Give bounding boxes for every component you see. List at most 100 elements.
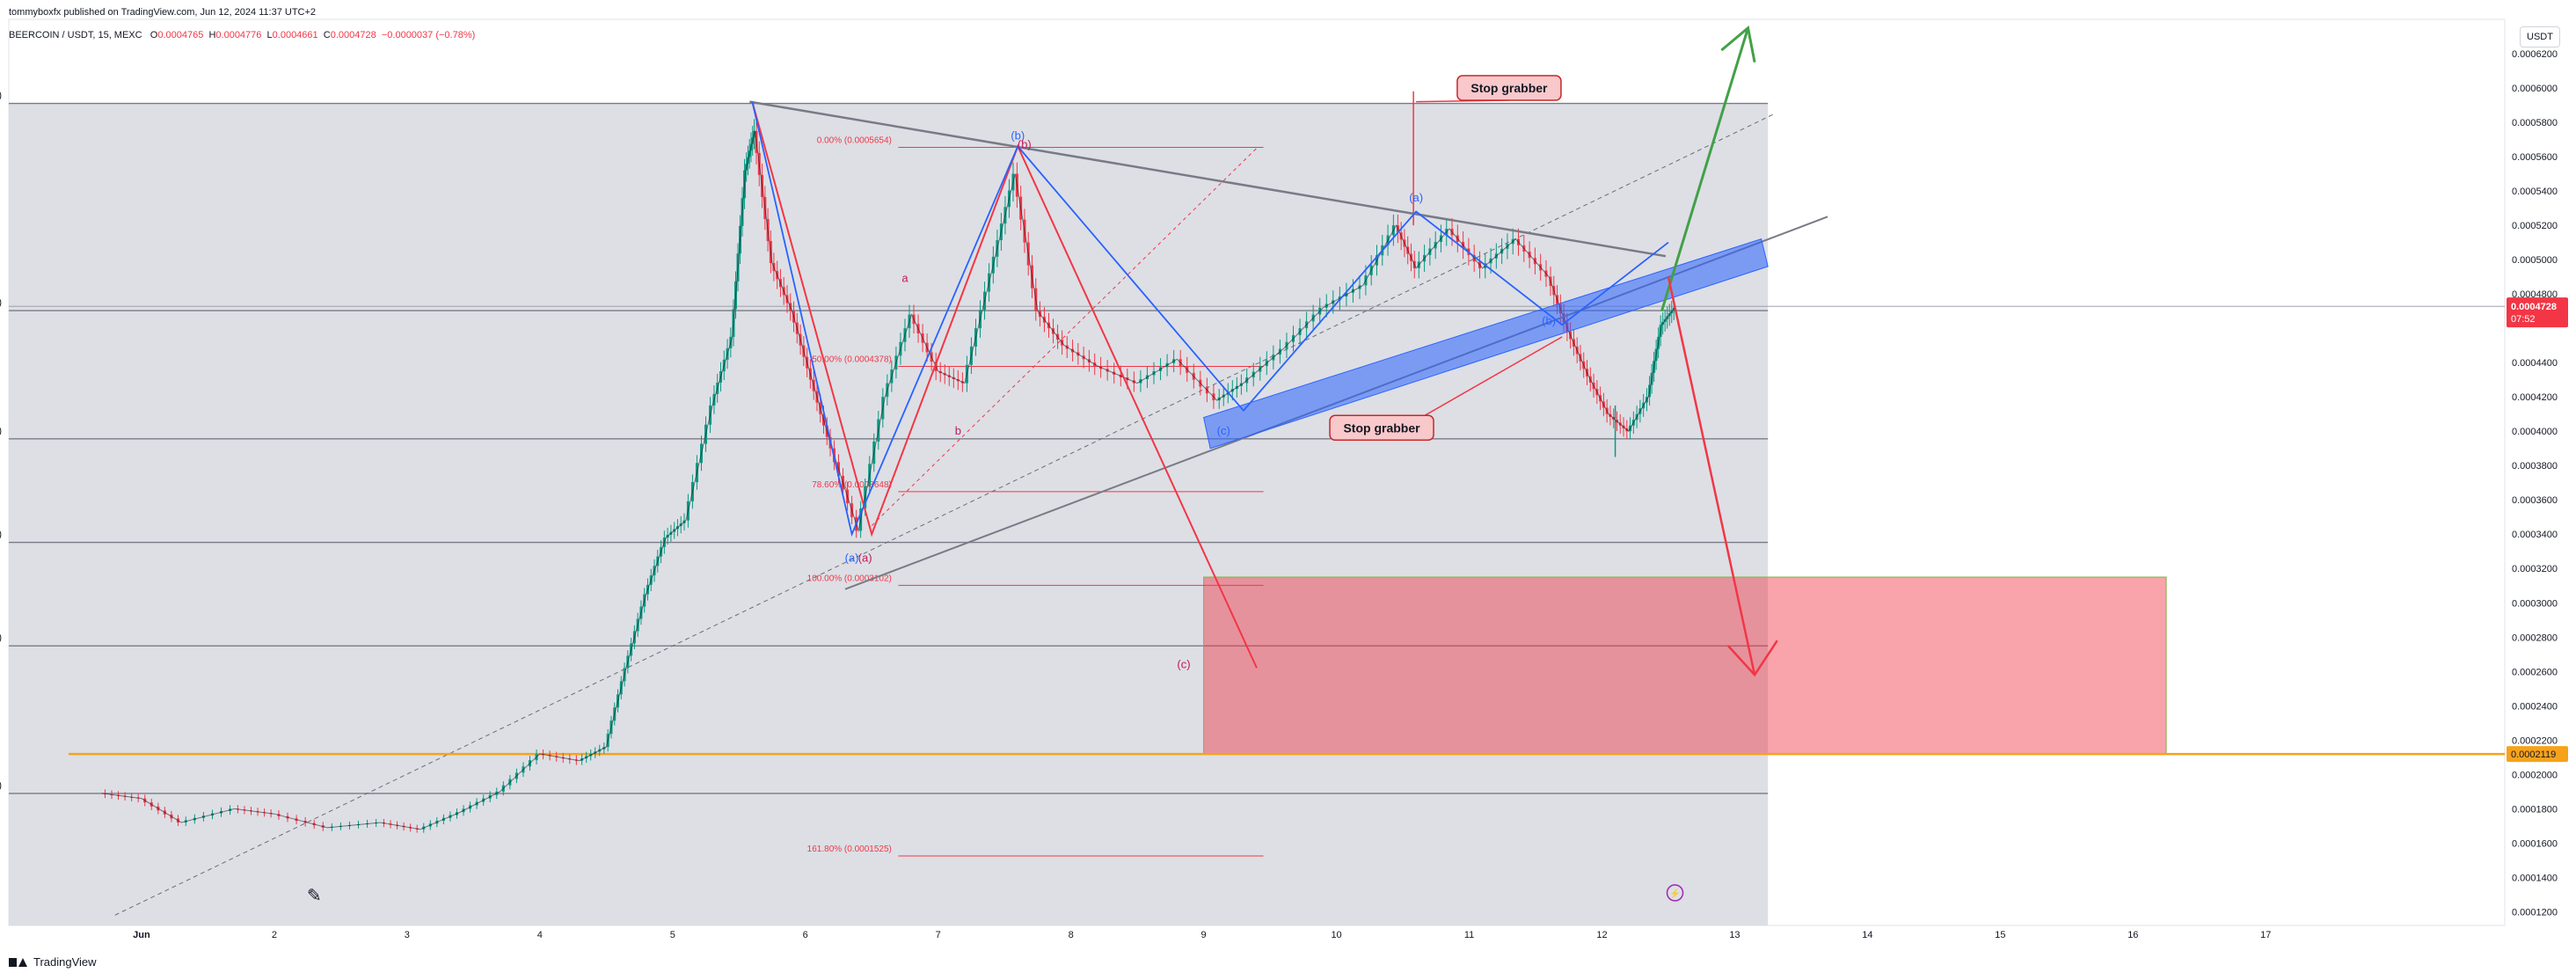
fib-extension-label: 0.00% (0.0005654) (817, 136, 892, 146)
wave-label: (b) (1018, 137, 1032, 150)
x-tick-label: 5 (670, 930, 675, 940)
wave-label: (b) (1542, 314, 1556, 327)
wave-label: a (901, 271, 909, 284)
x-tick-label: 7 (936, 930, 941, 940)
fib-extension-label: 50.00% (0.0004378) (812, 355, 892, 364)
x-tick-label: 6 (803, 930, 808, 940)
x-tick-label: 13 (1729, 930, 1740, 940)
x-tick-label: 11 (1464, 930, 1474, 940)
y-tick-label: 0.0004800 (2512, 289, 2558, 300)
high-value: 0.0004776 (215, 30, 262, 40)
x-tick-label: 9 (1201, 930, 1207, 940)
y-tick-label: 0.0002000 (2512, 770, 2558, 780)
fib-zone (9, 103, 1769, 926)
ohlc-legend: BEERCOIN / USDT, 15, MEXC O0.0004765 H0.… (9, 30, 476, 40)
current-price-badge (2507, 297, 2568, 328)
y-tick-label: 0.0005200 (2512, 221, 2558, 231)
wave-label: (c) (1217, 424, 1230, 437)
wave-label: (a) (845, 551, 859, 564)
callout-text: Stop grabber (1470, 81, 1548, 95)
symbol-label[interactable]: BEERCOIN / USDT, 15, MEXC (9, 30, 142, 40)
lightning-icon[interactable] (1666, 884, 1684, 902)
y-tick-label: 0.0004000 (2512, 427, 2558, 437)
wave-label: b (955, 424, 961, 437)
fib-level-label: 0.236 (0.0004703) (0, 297, 2, 308)
wave-label: (b) (1011, 129, 1025, 143)
y-tick-label: 0.0005000 (2512, 255, 2558, 266)
blue-channel[interactable] (1203, 238, 1769, 450)
dashed-trendline (114, 113, 1775, 916)
fib-extension-diagonal (871, 147, 1258, 526)
published-caption: tommyboxfx published on TradingView.com,… (9, 7, 317, 18)
callout-text: Stop grabber (1343, 421, 1420, 435)
bullish-arrowhead (1720, 25, 1756, 63)
x-tick-label: 17 (2260, 930, 2271, 940)
close-value: 0.0004728 (330, 30, 376, 40)
tradingview-logo-icon (9, 956, 28, 969)
wave-label: (a) (1409, 191, 1423, 204)
y-tick-label: 0.0003800 (2512, 461, 2558, 472)
orange-level-badge (2507, 746, 2568, 763)
wave-label: (a) (858, 551, 872, 564)
y-tick-label: 0.0002800 (2512, 633, 2558, 643)
y-tick-label: 0.0003000 (2512, 598, 2558, 609)
bearish-projection-arrow (1667, 276, 1756, 676)
y-tick-label: 0.0004400 (2512, 358, 2558, 369)
candle-countdown: 07:52 (2511, 314, 2536, 325)
currency-button[interactable]: USDT (2520, 26, 2560, 48)
y-tick-label: 0.0005600 (2512, 152, 2558, 163)
wave-label: (c) (1177, 657, 1190, 670)
price-line (101, 130, 1675, 830)
fib-level-label: 0.618 (0.0002749) (0, 633, 2, 643)
fib-level-label: 0.786 (0.0001889) (0, 780, 2, 791)
x-tick-label: 14 (1862, 930, 1872, 940)
y-tick-label: 0.0002200 (2512, 735, 2558, 746)
bullish-projection-arrow (1660, 27, 1749, 312)
red-wave-path (751, 101, 1258, 669)
x-tick-label: 12 (1596, 930, 1607, 940)
upper-triangle-line (749, 100, 1667, 258)
fib-extension-label: 161.80% (0.0001525) (807, 845, 892, 854)
y-tick-label: 0.0001600 (2512, 838, 2558, 849)
stop-grabber-callout[interactable] (1329, 414, 1434, 442)
fib-level-label: 0 (0.0005910) (0, 91, 2, 101)
y-tick-label: 0.0006000 (2512, 84, 2558, 94)
y-tick-label: 0.0002600 (2512, 667, 2558, 677)
x-tick-label: Jun (133, 930, 150, 940)
x-tick-label: 16 (2127, 930, 2138, 940)
blue-wave-path (751, 101, 1669, 538)
y-tick-label: 0.0001800 (2512, 804, 2558, 815)
y-tick-label: 0.0006200 (2512, 49, 2558, 60)
y-tick-label: 0.0001400 (2512, 873, 2558, 883)
lightning-glyph: ⚡ (1669, 888, 1680, 899)
change-value: −0.0000037 (−0.78%) (381, 30, 476, 40)
target-zone-box[interactable] (1203, 576, 2167, 755)
stop-grabber-callout[interactable] (1456, 75, 1562, 101)
y-tick-label: 0.0002400 (2512, 701, 2558, 712)
fib-extension-label: 78.60% (0.0003648) (812, 480, 892, 490)
y-tick-label: 0.0001200 (2512, 907, 2558, 918)
bearish-arrowhead (1726, 640, 1778, 677)
current-price-label: 0.0004728 (2511, 302, 2557, 312)
x-tick-label: 8 (1069, 930, 1074, 940)
footer-brand[interactable]: TradingView (9, 955, 97, 969)
brand-label: TradingView (33, 955, 97, 969)
x-tick-label: 15 (1995, 930, 2005, 940)
y-tick-label: 0.0003200 (2512, 564, 2558, 574)
x-tick-label: 4 (537, 930, 543, 940)
drawing-tool-icon: ✎ (307, 887, 322, 906)
fib-extension-label: 100.00% (0.0003102) (807, 574, 892, 583)
orange-level-label: 0.0002119 (2511, 750, 2556, 760)
y-tick-label: 0.0004200 (2512, 392, 2558, 403)
y-tick-label: 0.0003600 (2512, 495, 2558, 506)
x-tick-label: 3 (405, 930, 410, 940)
y-tick-label: 0.0005800 (2512, 118, 2558, 128)
open-value: 0.0004765 (157, 30, 204, 40)
x-tick-label: 2 (272, 930, 277, 940)
low-value: 0.0004661 (272, 30, 318, 40)
y-tick-label: 0.0003400 (2512, 530, 2558, 540)
fib-level-label: 0.382 (0.0003956) (0, 426, 2, 436)
y-tick-label: 0.0005400 (2512, 186, 2558, 197)
x-tick-label: 10 (1331, 930, 1341, 940)
